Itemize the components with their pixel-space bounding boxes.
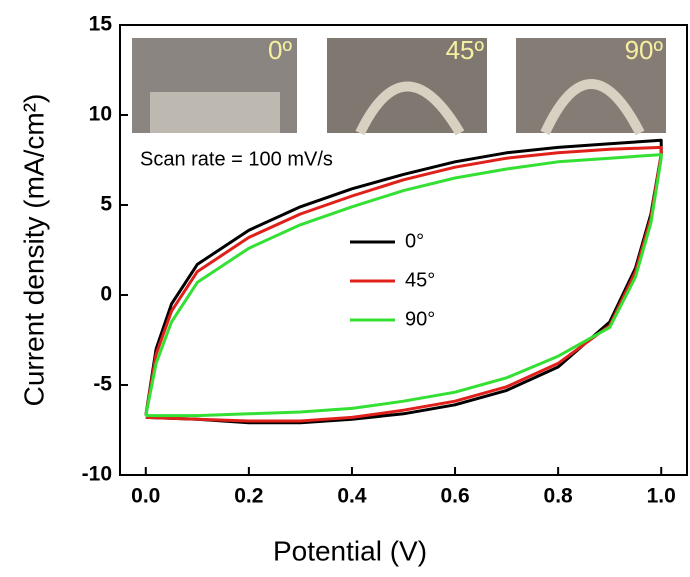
photo-label: 90º	[625, 35, 664, 65]
legend-label: 90°	[405, 308, 435, 330]
y-tick-label: 10	[89, 103, 112, 126]
x-tick-label: 1.0	[647, 485, 676, 508]
x-tick-label: 0.6	[440, 485, 469, 508]
legend-label: 45°	[405, 269, 435, 291]
y-axis-label: Current density (mA/cm²)	[18, 94, 49, 407]
photo-detail	[150, 92, 280, 133]
photo-label: 0º	[268, 35, 292, 65]
x-tick-label: 0.4	[337, 485, 367, 508]
y-tick-label: 0	[100, 283, 112, 306]
y-tick-label: -5	[93, 373, 112, 396]
x-tick-label: 0.0	[131, 485, 160, 508]
plot-frame	[119, 24, 688, 476]
x-tick-label: 0.8	[544, 485, 574, 508]
y-tick-label: 5	[100, 193, 112, 216]
annotation: Scan rate = 100 mV/s	[140, 148, 333, 170]
photo-detail	[540, 79, 645, 136]
y-tick-label: 15	[89, 13, 113, 36]
legend-label: 0°	[405, 230, 424, 252]
series-line	[144, 153, 663, 418]
x-axis-label: Potential (V)	[273, 535, 427, 566]
photo-detail	[355, 81, 465, 136]
x-tick-label: 0.2	[234, 485, 263, 508]
y-tick-label: -10	[82, 463, 112, 486]
series-line	[144, 138, 663, 425]
series-line	[144, 145, 663, 423]
photo-label: 45º	[446, 35, 485, 65]
